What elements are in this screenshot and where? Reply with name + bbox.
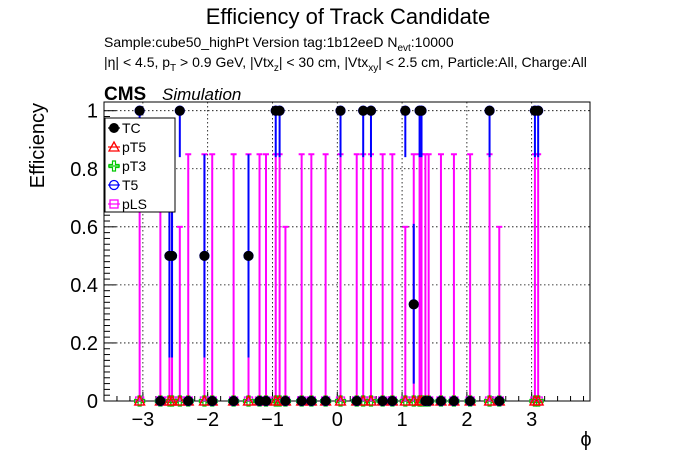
x-axis-label: ϕ (580, 429, 591, 451)
sample-text: Sample:cube50_highPt Version tag:1b12eeD… (104, 34, 398, 50)
tc-point (465, 396, 476, 406)
pt5-point (399, 394, 412, 406)
sample-info: Sample:cube50_highPt Version tag:1b12eeD… (104, 34, 454, 54)
x-tick-label: 1 (397, 409, 408, 431)
tc-point (320, 396, 331, 406)
x-tick-label: −1 (261, 409, 284, 431)
tc-point (484, 105, 495, 116)
pt5-point (532, 394, 545, 406)
legend-label: pLS (122, 196, 147, 212)
x-tick-label: 3 (526, 409, 537, 431)
cuts-sub: z (273, 62, 279, 74)
cuts-sub: T (170, 62, 177, 74)
x-tick-label: −2 (196, 409, 219, 431)
tc-point (183, 396, 194, 406)
tc-point (416, 105, 427, 116)
tc-point (261, 396, 271, 406)
pt5-point (133, 394, 146, 406)
pt5-point (364, 394, 378, 406)
tc-point (387, 396, 398, 406)
tc-point (533, 105, 544, 116)
y-tick-label: 0.6 (70, 217, 98, 239)
tc-point (365, 105, 376, 116)
tc-point (280, 396, 291, 406)
tc-point (494, 396, 505, 406)
plot-frame (103, 101, 591, 402)
tc-point (435, 396, 446, 406)
tc-point (423, 396, 434, 406)
legend-label: TC (122, 120, 141, 136)
pt5-point (173, 394, 186, 406)
cuts-part: |η| < 4.5, p (104, 54, 171, 70)
y-tick-label: 0 (87, 391, 98, 413)
pt5-point (242, 394, 255, 406)
cms-label: CMS (104, 84, 147, 105)
legend-marker (108, 160, 120, 172)
legend-marker (109, 123, 119, 133)
pt5-point (334, 394, 347, 406)
tc-point (448, 396, 459, 406)
legend-marker (108, 179, 120, 191)
cuts-part: | < 2.5 cm, Particle:All, Charge:All (378, 54, 587, 70)
tc-point (167, 250, 178, 261)
pt5-point (407, 394, 420, 406)
pt5-point (198, 394, 211, 406)
legend-item: pT5 (107, 139, 146, 155)
pt5-point (165, 394, 179, 406)
tc-point (377, 396, 388, 406)
tc-point (228, 396, 239, 406)
y-tick-label: 0.4 (70, 275, 98, 297)
legend-label: pT5 (122, 139, 146, 155)
tc-point (174, 105, 185, 116)
legend-marker (109, 199, 119, 209)
tc-point (134, 105, 145, 116)
x-tick-label: −3 (131, 409, 154, 431)
y-tick-label: 0.2 (70, 333, 98, 355)
legend-item: T5 (108, 177, 139, 193)
simulation-label: Simulation (162, 85, 242, 104)
tc-point (296, 396, 307, 406)
legend-item: TC (108, 120, 141, 136)
legend-item: pLS (108, 196, 147, 212)
tc-point (408, 299, 419, 310)
y-tick-label: 1 (87, 101, 98, 123)
legend-marker (107, 140, 121, 152)
tc-point (207, 396, 218, 406)
tc-point (400, 105, 411, 116)
nevt-value: :10000 (410, 34, 454, 50)
cuts-part: > 0.9 GeV, |Vtx (176, 54, 274, 70)
pt5-point (483, 394, 496, 406)
y-tick-label: 0.8 (70, 159, 98, 181)
nevt-subscript: evt (397, 42, 411, 54)
tc-point (243, 250, 254, 261)
legend-label: T5 (122, 177, 139, 193)
x-tick-label: 2 (461, 409, 472, 431)
tc-point (199, 250, 210, 261)
tc-point (351, 396, 362, 406)
tc-point (306, 396, 317, 406)
tc-point (335, 105, 346, 116)
y-axis-label: Efficiency (27, 103, 49, 188)
selection-cuts: |η| < 4.5, pT > 0.9 GeV, |Vtxz| < 30 cm,… (104, 54, 587, 74)
cuts-part: | < 30 cm, |Vtx (278, 54, 369, 70)
x-tick-label: 0 (332, 409, 343, 431)
tc-point (155, 396, 166, 406)
chart-title: Efficiency of Track Candidate (205, 4, 491, 29)
legend: TC pT5 pT3 T5 pLS (104, 117, 176, 213)
legend-item: pT3 (108, 158, 146, 174)
cuts-sub: xy (368, 62, 379, 74)
legend-label: pT3 (122, 158, 146, 174)
tc-point (274, 105, 285, 116)
